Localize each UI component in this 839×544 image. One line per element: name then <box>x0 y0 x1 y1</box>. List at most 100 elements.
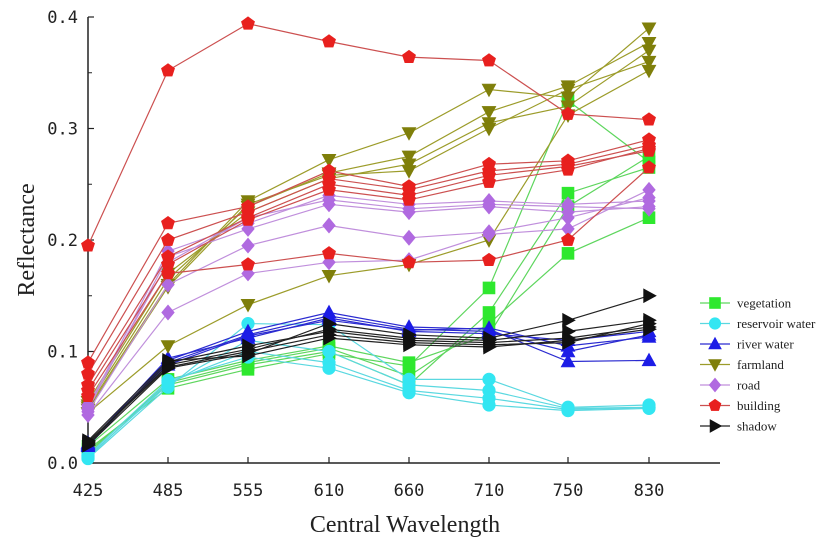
shadow-point <box>323 330 337 346</box>
y-tick-label: 0.0 <box>47 454 78 474</box>
legend-item-farmland: farmland <box>700 357 784 372</box>
river-water-line <box>87 315 650 446</box>
vegetation-point <box>402 356 416 369</box>
building-point <box>161 266 175 280</box>
legend-label: reservoir water <box>737 316 816 331</box>
vegetation-line <box>87 99 650 451</box>
road-point <box>561 198 575 215</box>
y-axis-title: Reflectance <box>14 183 40 296</box>
series-layer <box>80 16 657 466</box>
x-axis-title: Central Wavelength <box>310 512 500 538</box>
building-point <box>482 174 496 188</box>
vegetation-point <box>482 281 496 295</box>
legend-item-building: building <box>700 398 781 413</box>
axes: 0.0 0.1 0.2 0.3 0.4 425 485 555 610 660 710 750 830 <box>47 8 720 501</box>
legend: vegetation reservoir water river water farm… <box>700 296 816 434</box>
farmland-point <box>401 165 417 179</box>
reservoir-water-point <box>482 372 496 386</box>
farmland-point <box>560 83 576 98</box>
building-point <box>561 162 575 176</box>
x-tick-label: 830 <box>634 481 665 501</box>
farmland-point <box>481 106 497 120</box>
y-tick-label: 0.4 <box>47 8 78 28</box>
road-point <box>241 237 255 254</box>
road-line <box>87 189 650 416</box>
farmland-point <box>321 154 337 168</box>
legend-item-reservoir-water: reservoir water <box>700 316 816 331</box>
y-tick-label: 0.2 <box>47 231 78 251</box>
building-point <box>402 192 416 206</box>
shadow-line <box>87 319 650 445</box>
building-point <box>642 141 656 155</box>
series-shadow <box>82 288 657 453</box>
farmland-line <box>87 61 650 410</box>
road-point <box>322 217 336 234</box>
road-point <box>402 229 416 246</box>
building-point <box>482 252 496 267</box>
shadow-point <box>162 353 176 368</box>
road-point <box>482 224 496 241</box>
building-point <box>322 246 336 260</box>
legend-label: farmland <box>737 357 784 372</box>
farmland-point <box>321 269 337 284</box>
river-water-point <box>240 328 256 342</box>
legend-marker <box>708 359 722 372</box>
building-point <box>642 112 656 126</box>
shadow-point <box>643 288 657 304</box>
shadow-point <box>483 339 497 355</box>
building-line <box>87 139 650 363</box>
shadow-line <box>87 323 650 443</box>
river-water-line <box>87 311 650 447</box>
building-line <box>87 144 650 375</box>
farmland-point <box>641 44 657 59</box>
building-point <box>642 160 656 174</box>
shadow-point <box>562 332 576 348</box>
legend-marker <box>709 297 721 309</box>
legend-marker <box>709 419 723 433</box>
building-line <box>87 148 650 391</box>
road-point <box>161 276 175 293</box>
road-line <box>87 203 650 410</box>
vegetation-point <box>561 247 575 260</box>
building-line <box>87 23 650 246</box>
farmland-point <box>481 83 497 98</box>
farmland-point <box>401 158 417 173</box>
x-tick-label: 425 <box>73 481 104 501</box>
legend-marker <box>708 377 722 393</box>
farmland-point <box>641 36 657 51</box>
road-point <box>322 254 336 271</box>
reservoir-water-line <box>87 339 650 457</box>
shadow-point <box>643 321 657 337</box>
building-point <box>161 63 175 77</box>
legend-marker <box>708 317 722 330</box>
x-tick-label: 555 <box>233 481 264 501</box>
y-tick-label: 0.3 <box>47 120 78 140</box>
shadow-point <box>242 348 256 364</box>
building-point <box>482 53 496 67</box>
x-tick-label: 610 <box>314 481 345 501</box>
legend-marker <box>708 336 722 350</box>
farmland-point <box>641 22 657 36</box>
farmland-point <box>160 340 176 354</box>
building-point <box>322 182 336 196</box>
building-point <box>81 355 95 369</box>
farmland-point <box>401 127 417 141</box>
shadow-point <box>562 312 576 328</box>
farmland-point <box>641 55 657 70</box>
legend-item-road: road <box>700 378 761 393</box>
road-point <box>161 304 175 321</box>
x-tick-label: 710 <box>474 481 505 501</box>
legend-item-river-water: river water <box>700 337 794 352</box>
reservoir-water-line <box>87 350 650 458</box>
shadow-point <box>403 337 417 353</box>
reservoir-water-point <box>161 373 175 388</box>
farmland-point <box>481 122 497 137</box>
reservoir-water-point <box>322 361 336 375</box>
reservoir-water-point <box>482 398 496 412</box>
reservoir-water-point <box>642 401 656 415</box>
building-point <box>161 232 175 246</box>
road-line <box>87 194 650 408</box>
x-tick-label: 485 <box>153 481 184 501</box>
legend-label: river water <box>737 337 794 352</box>
